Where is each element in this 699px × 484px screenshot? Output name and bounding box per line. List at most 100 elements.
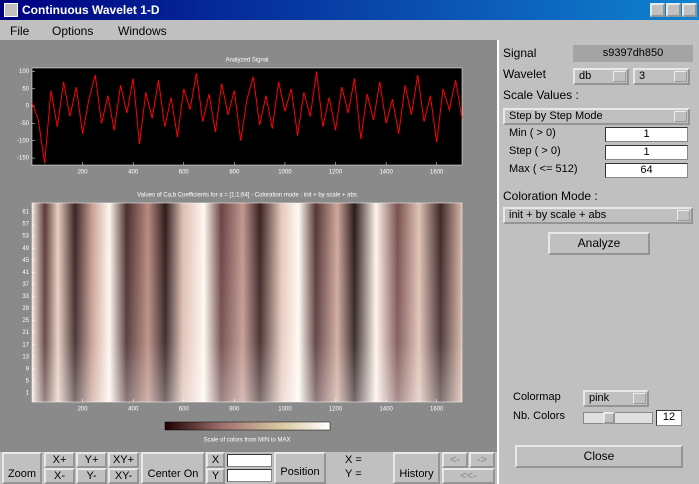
zoom-button[interactable]: XY-: [108, 468, 139, 484]
signal-axes: [32, 68, 462, 165]
y-tick-label: 0: [26, 104, 30, 110]
zoom-button[interactable]: Y+: [76, 452, 107, 468]
ncolors-input[interactable]: 12: [656, 410, 682, 426]
plot-title: Analyzed Signal: [225, 58, 268, 64]
x-tick-label: 400: [128, 407, 139, 413]
history-label: History: [393, 452, 440, 484]
wavelet-order-popup[interactable]: 3: [633, 68, 690, 85]
center-button[interactable]: X: [206, 452, 225, 468]
min-input[interactable]: 1: [605, 127, 688, 142]
plots: Analyzed Signal Values of Ca,b Coefficie…: [17, 58, 463, 444]
y-tick-label: 21: [22, 330, 29, 336]
y-tick-label: 25: [22, 318, 29, 324]
y-tick-label: 45: [22, 258, 29, 264]
signal-line: [31, 71, 463, 164]
colorbar-label: Scale of colors from MIN to MAX: [203, 438, 290, 444]
x-tick-label: 200: [78, 407, 89, 413]
app-icon: [4, 3, 18, 17]
slider-thumb[interactable]: [603, 412, 615, 424]
y-tick-label: 100: [19, 69, 30, 75]
x-tick-label: 800: [229, 407, 240, 413]
x-tick-label: 1400: [379, 170, 393, 176]
x-tick-label: 1600: [430, 407, 444, 413]
zoom-label: Zoom: [2, 452, 42, 484]
x-readout: X =: [345, 454, 362, 466]
x-tick-label: 200: [78, 170, 89, 176]
colorbar: [164, 421, 331, 431]
x-tick-label: 600: [179, 170, 190, 176]
y-tick-label: 33: [22, 294, 29, 300]
window-title: Continuous Wavelet 1-D: [22, 3, 160, 17]
center-on-label: Center On: [141, 452, 205, 484]
step-label: Step ( > 0): [509, 145, 561, 157]
wavelet-family-popup[interactable]: db: [573, 68, 629, 85]
ncolors-label: Nb. Colors: [513, 410, 565, 422]
maximize-button[interactable]: [666, 3, 681, 17]
title-bar: [0, 0, 699, 20]
y-tick-label: 5: [26, 378, 30, 384]
y-tick-label: 61: [22, 210, 29, 216]
zoom-button[interactable]: X+: [44, 452, 75, 468]
scale-mode-popup[interactable]: Step by Step Mode: [503, 108, 690, 125]
axes-frame: [31, 202, 463, 403]
step-input[interactable]: 1: [605, 145, 688, 160]
max-label: Max ( <= 512): [509, 163, 578, 175]
y-tick-label: 1: [26, 391, 30, 397]
coloration-label: Coloration Mode :: [503, 189, 598, 203]
y-tick-label: 49: [22, 246, 29, 252]
x-tick-label: 1000: [278, 407, 292, 413]
min-label: Min ( > 0): [509, 127, 556, 139]
coefficients-shade: [32, 203, 462, 402]
x-tick-label: 400: [128, 170, 139, 176]
history-button[interactable]: ->: [469, 452, 495, 468]
menu-bar: [0, 20, 699, 40]
y-tick-label: 29: [22, 306, 29, 312]
history-button[interactable]: <<-: [442, 468, 495, 484]
y-readout: Y =: [345, 468, 362, 480]
zoom-button[interactable]: X-: [44, 468, 75, 484]
x-tick-label: 800: [229, 170, 240, 176]
colormap-popup[interactable]: pink: [583, 390, 649, 407]
colormap-label: Colormap: [513, 391, 561, 403]
coloration-popup[interactable]: init + by scale + abs: [503, 207, 693, 224]
y-tick-label: -150: [17, 156, 30, 162]
y-tick-label: 17: [22, 342, 29, 348]
x-tick-label: 1200: [329, 170, 343, 176]
y-tick-label: 57: [22, 222, 29, 228]
x-tick-label: 1600: [430, 170, 444, 176]
center-button[interactable]: Y: [206, 468, 225, 484]
zoom-button[interactable]: Y-: [76, 468, 107, 484]
position-label: Position: [274, 452, 326, 484]
y-tick-label: 9: [26, 366, 30, 372]
menu-item[interactable]: File: [10, 24, 30, 38]
y-tick-label: 13: [22, 354, 29, 360]
minimize-button[interactable]: [650, 3, 665, 17]
x-tick-label: 1000: [278, 170, 292, 176]
y-tick-label: 50: [22, 86, 29, 92]
close-window-button[interactable]: [682, 3, 697, 17]
ncolors-slider[interactable]: [583, 412, 653, 424]
menu-item[interactable]: Windows: [118, 24, 167, 38]
y-tick-label: -50: [20, 121, 29, 127]
wavelet-label: Wavelet: [503, 67, 546, 81]
y-tick-label: 53: [22, 234, 29, 240]
signal-label: Signal: [503, 46, 537, 60]
y-tick-label: -100: [17, 138, 30, 144]
y-tick-label: 41: [22, 270, 29, 276]
plot-title: Values of Ca,b Coefficients for a = [1:1…: [137, 193, 357, 199]
menu-item[interactable]: Options: [52, 24, 94, 38]
center-x-input[interactable]: [227, 454, 272, 467]
center-y-input[interactable]: [227, 469, 272, 482]
signal-name: s9397dh850: [573, 45, 693, 62]
x-tick-label: 1200: [329, 407, 343, 413]
analyze-button[interactable]: Analyze: [548, 232, 650, 255]
max-input[interactable]: 64: [605, 163, 688, 178]
y-tick-label: 37: [22, 282, 29, 288]
history-button[interactable]: <-: [442, 452, 468, 468]
x-tick-label: 1400: [379, 407, 393, 413]
panel-divider: [497, 40, 499, 484]
zoom-button[interactable]: XY+: [108, 452, 139, 468]
close-button[interactable]: Close: [515, 445, 683, 468]
x-tick-label: 600: [179, 407, 190, 413]
